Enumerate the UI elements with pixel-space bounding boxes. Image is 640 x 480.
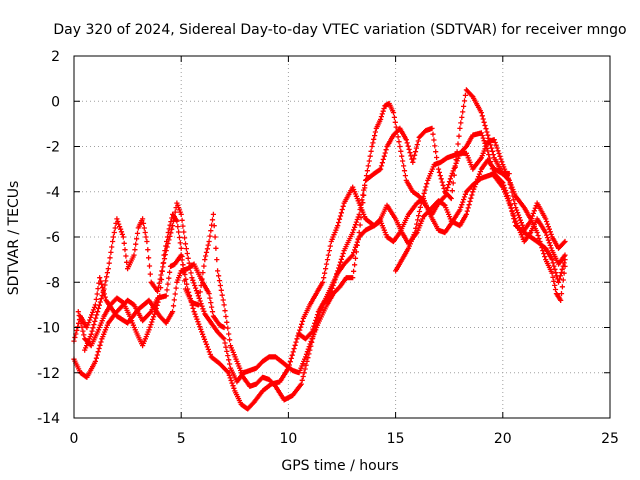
- y-tick-label: -14: [37, 411, 60, 427]
- y-tick-label: -4: [46, 185, 60, 201]
- x-tick-label: 25: [601, 431, 619, 447]
- x-axis-label: GPS time / hours: [281, 458, 398, 474]
- x-tick-label: 5: [177, 431, 186, 447]
- axis-ticks: 0 5 10 15 20 25 -14 -12 -10 -8 -6 -4 -2 0 2: [37, 49, 619, 447]
- y-tick-label: -10: [37, 321, 60, 337]
- x-tick-label: 10: [279, 431, 297, 447]
- chart-title: Day 320 of 2024, Sidereal Day-to-day VTE…: [53, 22, 626, 38]
- y-axis-label: SDTVAR / TECUs: [6, 181, 22, 296]
- y-tick-label: -6: [46, 230, 60, 246]
- y-tick-label: -2: [46, 140, 60, 156]
- x-tick-label: 0: [70, 431, 79, 447]
- y-tick-label: -12: [37, 366, 60, 382]
- series-track-5: [296, 157, 512, 342]
- plus-markers: [393, 130, 568, 274]
- y-tick-label: 0: [51, 94, 60, 110]
- y-tick-label: -8: [46, 275, 60, 291]
- series-track-6: [393, 130, 568, 274]
- plus-markers: [296, 157, 512, 342]
- x-tick-label: 15: [387, 431, 405, 447]
- y-tick-label: 2: [51, 49, 60, 65]
- x-tick-label: 20: [494, 431, 512, 447]
